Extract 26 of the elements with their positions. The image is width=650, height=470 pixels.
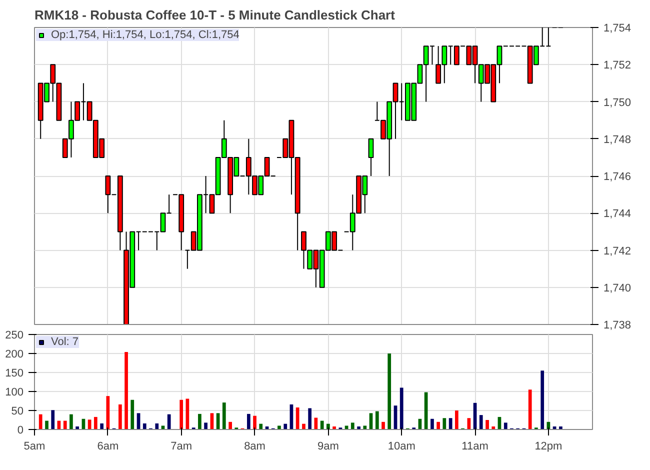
x-tick-label: 12pm bbox=[534, 440, 562, 452]
y-tick-label: 150 bbox=[5, 368, 24, 380]
y-tick-label: 100 bbox=[5, 386, 24, 398]
chart-title: RMK18 - Robusta Coffee 10-T - 5 Minute Candlestick Chart bbox=[34, 8, 396, 22]
y-tick-label: 1,748 bbox=[604, 134, 632, 146]
y-tick-label: 1,752 bbox=[604, 60, 632, 72]
x-tick-label: 6am bbox=[97, 440, 119, 452]
legend-label: Vol: 7 bbox=[51, 336, 79, 348]
y-tick-label: 50 bbox=[11, 406, 24, 418]
y-tick-label: 1,738 bbox=[604, 320, 632, 332]
y-tick-label: 250 bbox=[5, 330, 24, 342]
y-tick-label: 1,750 bbox=[604, 96, 632, 109]
x-tick-label: 9am bbox=[317, 440, 339, 452]
x-tick-label: 5am bbox=[24, 440, 46, 452]
x-tick-label: 7am bbox=[170, 440, 192, 452]
y-tick-label: 200 bbox=[5, 348, 24, 360]
y-tick-label: 0 bbox=[17, 424, 24, 436]
y-tick-label: 1,744 bbox=[604, 208, 632, 220]
y-tick-label: 1,742 bbox=[604, 245, 632, 258]
x-tick-label: 11am bbox=[462, 440, 488, 452]
y-tick-label: 1,746 bbox=[604, 171, 632, 183]
legend-label: Op:1,754, Hi:1,754, Lo:1,754, Cl:1,754 bbox=[51, 29, 240, 41]
x-tick-label: 8am bbox=[244, 440, 266, 452]
y-tick-label: 1,754 bbox=[604, 22, 632, 34]
y-tick-label: 1,740 bbox=[604, 282, 632, 294]
x-tick-label: 10am bbox=[388, 440, 416, 452]
